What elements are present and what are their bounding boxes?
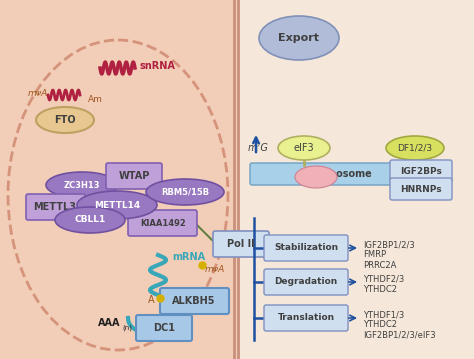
Text: YTHDF2/3
YTHDC2: YTHDF2/3 YTHDC2 <box>363 275 404 294</box>
Text: ALKBH5: ALKBH5 <box>172 296 216 306</box>
Text: METTL3: METTL3 <box>34 202 76 212</box>
Text: METTL14: METTL14 <box>94 200 140 210</box>
FancyBboxPatch shape <box>264 235 348 261</box>
Text: IGF2BPs: IGF2BPs <box>400 167 442 176</box>
Ellipse shape <box>55 207 125 233</box>
FancyBboxPatch shape <box>264 269 348 295</box>
Ellipse shape <box>146 179 224 205</box>
FancyBboxPatch shape <box>250 163 449 185</box>
FancyBboxPatch shape <box>390 160 452 182</box>
Text: Am: Am <box>88 94 103 103</box>
Text: RBM5/15B: RBM5/15B <box>161 187 209 196</box>
Ellipse shape <box>386 136 444 160</box>
Text: Ribosome: Ribosome <box>318 169 372 179</box>
Text: HNRNPs: HNRNPs <box>400 185 442 194</box>
FancyBboxPatch shape <box>26 194 85 220</box>
FancyBboxPatch shape <box>264 305 348 331</box>
Text: DF1/2/3: DF1/2/3 <box>397 144 433 153</box>
Text: ZC3H13: ZC3H13 <box>64 181 100 190</box>
Text: FTO: FTO <box>54 115 76 125</box>
Text: mᴪA: mᴪA <box>205 266 225 275</box>
Text: YTHDF1/3
YTHDC2
IGF2BP1/2/3/eIF3: YTHDF1/3 YTHDC2 IGF2BP1/2/3/eIF3 <box>363 310 436 340</box>
Text: DC1: DC1 <box>153 323 175 333</box>
Ellipse shape <box>77 191 157 219</box>
Bar <box>0 0 237 359</box>
Text: m⁷G: m⁷G <box>248 143 269 153</box>
Ellipse shape <box>278 136 330 160</box>
Text: snRNA: snRNA <box>140 61 176 71</box>
Text: AAA: AAA <box>98 318 120 328</box>
Text: CBLL1: CBLL1 <box>74 215 106 224</box>
Ellipse shape <box>46 172 118 198</box>
Text: KIAA1492: KIAA1492 <box>140 219 186 228</box>
Text: Pol II: Pol II <box>227 239 255 249</box>
FancyBboxPatch shape <box>213 231 269 257</box>
Text: Stabilization: Stabilization <box>274 243 338 252</box>
Ellipse shape <box>295 166 337 188</box>
Text: mRNA: mRNA <box>172 252 205 262</box>
Text: Degradation: Degradation <box>274 278 337 286</box>
Text: A: A <box>148 295 155 305</box>
Text: WTAP: WTAP <box>118 171 150 181</box>
Text: eIF3: eIF3 <box>294 143 314 153</box>
FancyBboxPatch shape <box>106 163 162 189</box>
Text: (n): (n) <box>122 325 132 331</box>
Text: Export: Export <box>279 33 319 43</box>
FancyBboxPatch shape <box>128 210 197 236</box>
Text: mᴪA: mᴪA <box>28 89 48 98</box>
Ellipse shape <box>36 107 94 133</box>
FancyBboxPatch shape <box>136 315 192 341</box>
FancyBboxPatch shape <box>160 288 229 314</box>
Text: IGF2BP1/2/3
FMRP
PRRC2A: IGF2BP1/2/3 FMRP PRRC2A <box>363 240 415 270</box>
Text: Translation: Translation <box>277 313 335 322</box>
FancyBboxPatch shape <box>390 178 452 200</box>
Ellipse shape <box>259 16 339 60</box>
